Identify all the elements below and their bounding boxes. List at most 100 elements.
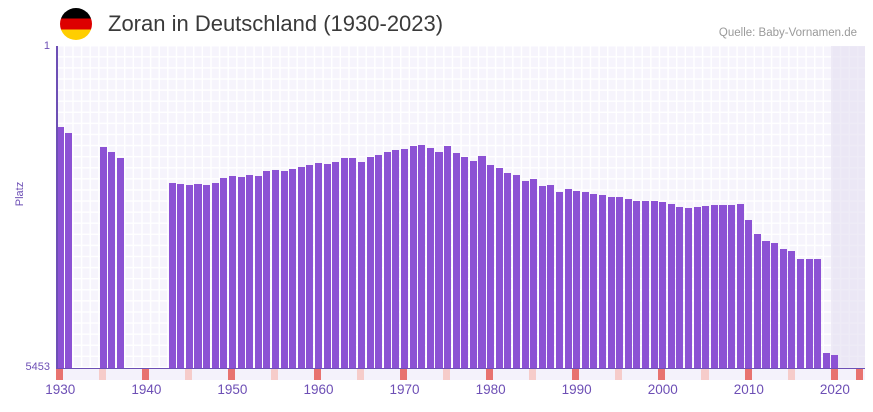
bar [401,148,409,368]
bar [211,182,219,368]
bar [478,156,486,368]
x-marker-1945 [185,369,193,380]
bar [831,354,839,368]
bar [366,156,374,368]
y-axis-tick-bottom: 5453 [25,361,50,373]
x-marker-1985 [529,369,537,380]
chart-header: Zoran in Deutschland (1930-2023) Quelle:… [0,0,873,46]
x-marker-2010 [744,369,752,380]
bar [487,165,495,368]
x-marker-1995 [615,369,623,380]
x-marker-1965 [357,369,365,380]
bar [702,206,710,368]
bar [547,184,555,368]
bar [530,179,538,368]
bar [246,175,254,368]
no-data-shaded-band [830,46,865,368]
bar [452,152,460,368]
bar [633,200,641,368]
bar [108,151,116,368]
bar [779,249,787,368]
german-flag-icon [60,8,92,40]
page-title: Zoran in Deutschland (1930-2023) [108,11,444,36]
bar [56,127,64,368]
bar [624,198,632,368]
bar [753,233,761,368]
bar [667,204,675,368]
bar [340,158,348,368]
x-axis-tick-1980: 1980 [475,382,506,397]
bar [332,161,340,368]
bar [418,144,426,368]
bar [168,182,176,368]
bar [444,145,452,368]
bar [607,197,615,368]
bar [99,146,107,368]
bar [762,240,770,368]
x-marker-2015 [787,369,795,380]
bar [220,178,228,368]
x-marker-2023 [856,369,864,380]
bar [435,152,443,368]
bar [736,204,744,368]
bar [573,190,581,368]
bar [228,175,236,368]
bar [642,200,650,368]
bar [616,196,624,368]
bar [289,169,297,368]
bar [323,164,331,368]
x-marker-1940 [142,369,150,380]
x-marker-1960 [314,369,322,380]
bar [650,201,658,368]
bar [237,177,245,368]
bar [65,132,73,368]
bar [676,207,684,368]
x-marker-1970 [400,369,408,380]
bar [177,183,185,368]
bar [659,202,667,368]
bar [728,204,736,368]
x-axis-tick-2000: 2000 [647,382,678,397]
x-marker-2020 [830,369,838,380]
x-marker-1950 [228,369,236,380]
x-marker-1980 [486,369,494,380]
bar [263,171,271,368]
bar [392,149,400,368]
bar [254,175,262,368]
bar [719,205,727,368]
x-axis-tick-2020: 2020 [819,382,850,397]
chart-plot-area [56,46,865,368]
bar [822,353,830,368]
bar [771,242,779,368]
bar [693,206,701,368]
bar [495,167,503,368]
bar [314,163,322,368]
bar [194,184,202,368]
bar [796,258,804,368]
x-axis-tick-1930: 1930 [45,382,76,397]
bar [538,185,546,368]
bar [297,167,305,368]
x-axis-tick-2010: 2010 [733,382,764,397]
bar [598,195,607,368]
bar [504,172,512,368]
x-marker-1955 [271,369,279,380]
source-attribution: Quelle: Baby-Vornamen.de [718,27,857,39]
bar [564,188,572,368]
y-axis-title: Platz [14,181,26,207]
x-marker-1975 [443,369,451,380]
bar [383,152,391,368]
bar [357,161,366,368]
bar [590,193,598,368]
bar [710,205,718,368]
bar [280,170,288,368]
bar [745,220,753,368]
bar [555,192,563,368]
bar [581,192,589,368]
bar [117,157,125,368]
y-axis-tick-top: 1 [43,40,50,52]
bar [375,154,383,368]
bar [461,156,469,368]
x-axis-tick-labels: 1930 1940 1950 1960 1970 1980 1990 2000 2010 2020 [0,382,873,404]
bar [805,258,813,368]
